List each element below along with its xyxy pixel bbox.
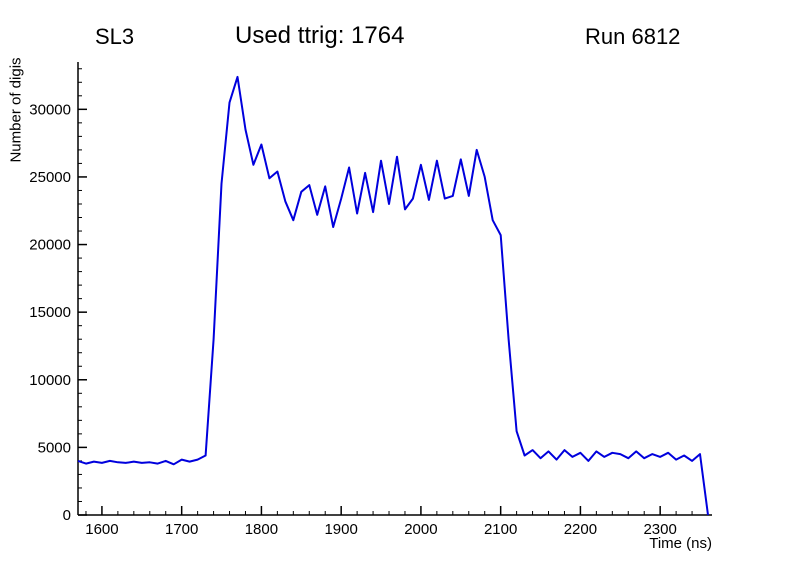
x-tick-label: 1800 <box>245 521 278 538</box>
x-tick-label: 2000 <box>404 521 437 538</box>
chart-label-run: Run 6812 <box>585 24 681 49</box>
y-axis-title: Number of digis <box>7 57 25 163</box>
x-tick-label: 1700 <box>165 521 198 538</box>
x-axis-title: Time (ns) <box>649 535 712 552</box>
y-tick-label: 25000 <box>29 169 71 186</box>
y-tick-label: 15000 <box>29 304 71 321</box>
y-tick-label: 0 <box>63 507 71 524</box>
y-tick-label: 10000 <box>29 372 71 389</box>
x-tick-label: 1600 <box>85 521 118 538</box>
y-tick-label: 5000 <box>38 439 71 456</box>
y-tick-label: 20000 <box>29 237 71 254</box>
data-line-digis <box>77 75 709 516</box>
chart-title: Used ttrig: 1764 <box>235 22 405 49</box>
y-tick-label: 30000 <box>29 101 71 118</box>
x-tick-label: 1900 <box>324 521 357 538</box>
x-tick-label: 2100 <box>484 521 517 538</box>
chart-label-superlayer: SL3 <box>95 24 135 49</box>
x-tick-label: 2200 <box>564 521 597 538</box>
x-tick-label: 2300 <box>643 521 676 538</box>
